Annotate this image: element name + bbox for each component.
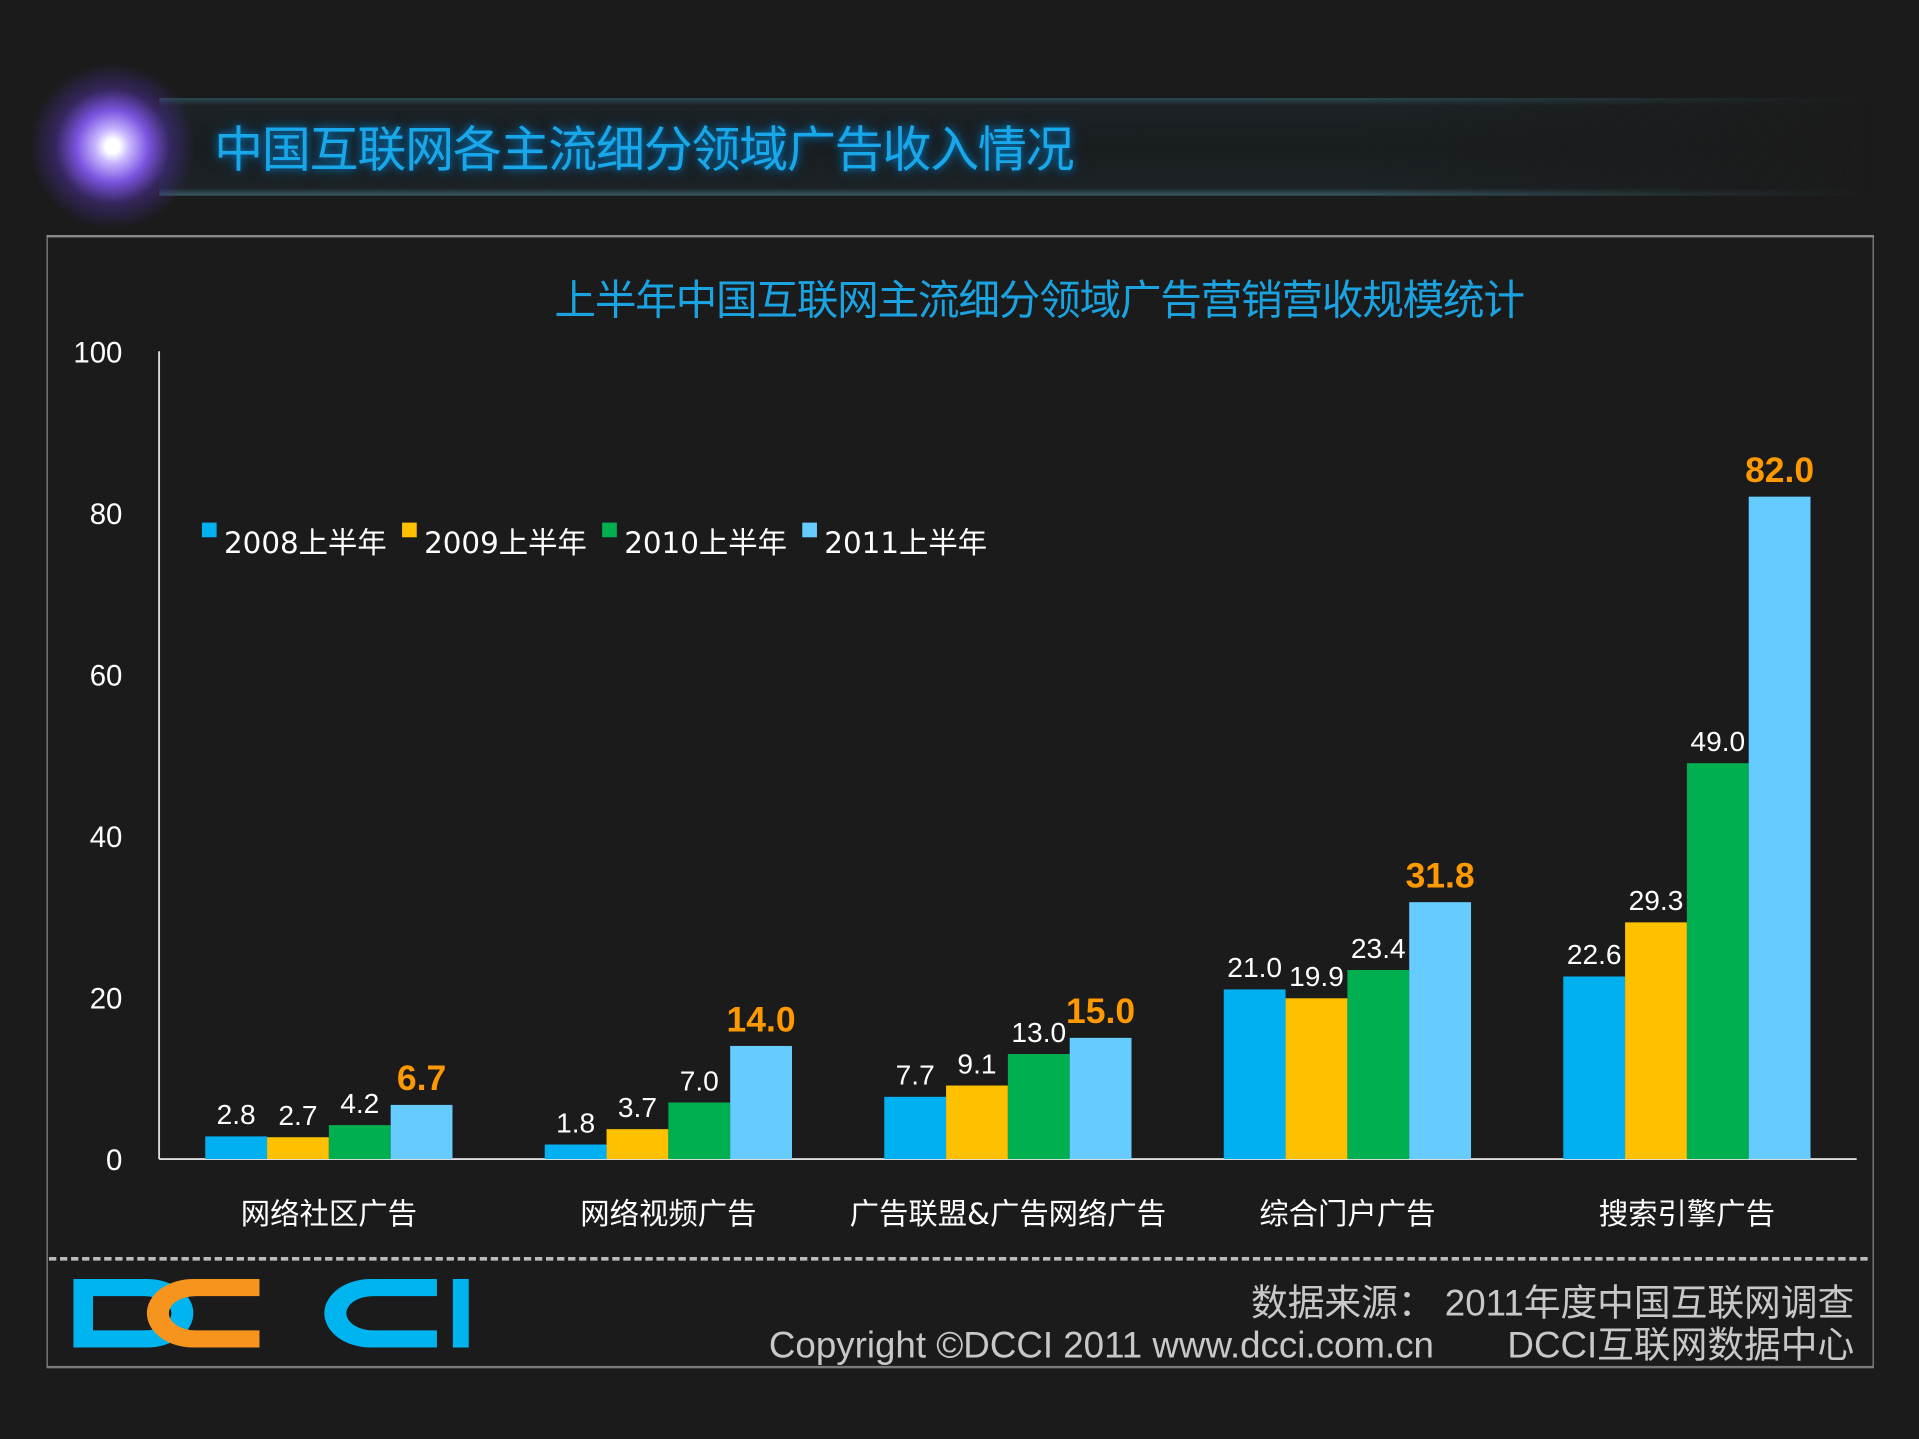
data-label: 14.0 bbox=[727, 999, 796, 1039]
legend-label: 2011上半年 bbox=[824, 526, 987, 560]
x-category-label: 网络社区广告 bbox=[241, 1197, 417, 1231]
data-label: 82.0 bbox=[1745, 450, 1814, 490]
bar bbox=[884, 1096, 947, 1160]
bar bbox=[1007, 1054, 1070, 1160]
bar bbox=[390, 1104, 453, 1160]
legend-label: 2008上半年 bbox=[224, 526, 387, 560]
data-label: 9.1 bbox=[957, 1048, 996, 1079]
bar bbox=[730, 1045, 792, 1160]
org-name: DCCI互联网数据中心 bbox=[1507, 1325, 1855, 1366]
legend-swatch bbox=[602, 522, 617, 538]
data-label: 49.0 bbox=[1690, 726, 1745, 757]
legend-swatch bbox=[402, 522, 417, 538]
data-label: 31.8 bbox=[1406, 855, 1475, 895]
dashed-divider bbox=[48, 1256, 1868, 1261]
legend-swatch bbox=[802, 522, 817, 538]
data-source: 数据来源： 2011年度中国互联网调查 bbox=[1250, 1283, 1855, 1325]
y-tick-label: 20 bbox=[90, 982, 123, 1015]
data-label: 15.0 bbox=[1066, 991, 1135, 1031]
data-label: 3.7 bbox=[618, 1092, 657, 1123]
bar bbox=[205, 1136, 268, 1160]
bar bbox=[606, 1129, 669, 1160]
page-title: 中国互联网各主流细分领域广告收入情况 bbox=[214, 123, 1074, 178]
y-tick-label: 80 bbox=[90, 498, 123, 531]
y-tick-label: 40 bbox=[90, 821, 123, 854]
data-label: 19.9 bbox=[1289, 961, 1344, 992]
data-label: 13.0 bbox=[1011, 1017, 1066, 1048]
x-category-label: 综合门户广告 bbox=[1259, 1197, 1435, 1231]
data-label: 4.2 bbox=[340, 1088, 379, 1119]
copyright-line: Copyright ©DCCI 2011 www.dcci.com.cn DCCI… bbox=[769, 1314, 1854, 1368]
bar bbox=[1625, 922, 1687, 1160]
data-label: 2.8 bbox=[217, 1099, 256, 1130]
x-category-label: 广告联盟&广告网络广告 bbox=[850, 1197, 1167, 1231]
copyright: Copyright ©DCCI 2011 www.dcci.com.cn bbox=[768, 1325, 1434, 1366]
bar bbox=[1748, 496, 1811, 1160]
y-tick-label: 0 bbox=[106, 1144, 122, 1177]
bar bbox=[1686, 763, 1749, 1160]
bar bbox=[328, 1125, 391, 1160]
x-category-label: 网络视频广告 bbox=[580, 1197, 756, 1231]
legend-label: 2009上半年 bbox=[424, 526, 587, 560]
y-tick-label: 60 bbox=[90, 659, 123, 692]
data-label: 2.7 bbox=[278, 1100, 317, 1131]
legend-label: 2010上半年 bbox=[624, 526, 787, 560]
data-label: 23.4 bbox=[1351, 933, 1406, 964]
x-category-label: 搜索引擎广告 bbox=[1599, 1197, 1775, 1231]
dcci-logo bbox=[73, 1278, 469, 1348]
starburst-icon bbox=[26, 63, 199, 229]
data-label: 7.0 bbox=[680, 1065, 719, 1096]
bar bbox=[1409, 902, 1472, 1160]
data-label: 29.3 bbox=[1629, 885, 1684, 916]
bar bbox=[544, 1144, 607, 1160]
bar bbox=[1223, 989, 1286, 1160]
bar bbox=[1285, 998, 1348, 1160]
chart-frame bbox=[46, 234, 1874, 1369]
bar bbox=[668, 1102, 731, 1160]
bar bbox=[267, 1137, 329, 1160]
bar bbox=[946, 1085, 1008, 1160]
data-label: 22.6 bbox=[1567, 939, 1622, 970]
legend-swatch bbox=[201, 522, 217, 538]
data-label: 6.7 bbox=[397, 1058, 446, 1098]
data-label: 7.7 bbox=[896, 1060, 935, 1091]
bar bbox=[1563, 976, 1626, 1160]
y-tick-label: 100 bbox=[73, 336, 122, 369]
chart-title: 上半年中国互联网主流细分领域广告营销营收规模统计 bbox=[554, 277, 1525, 325]
bar bbox=[1069, 1037, 1132, 1160]
bar bbox=[1347, 970, 1410, 1160]
data-label: 1.8 bbox=[556, 1107, 595, 1138]
data-label: 21.0 bbox=[1227, 952, 1282, 983]
title-banner bbox=[159, 97, 1873, 196]
